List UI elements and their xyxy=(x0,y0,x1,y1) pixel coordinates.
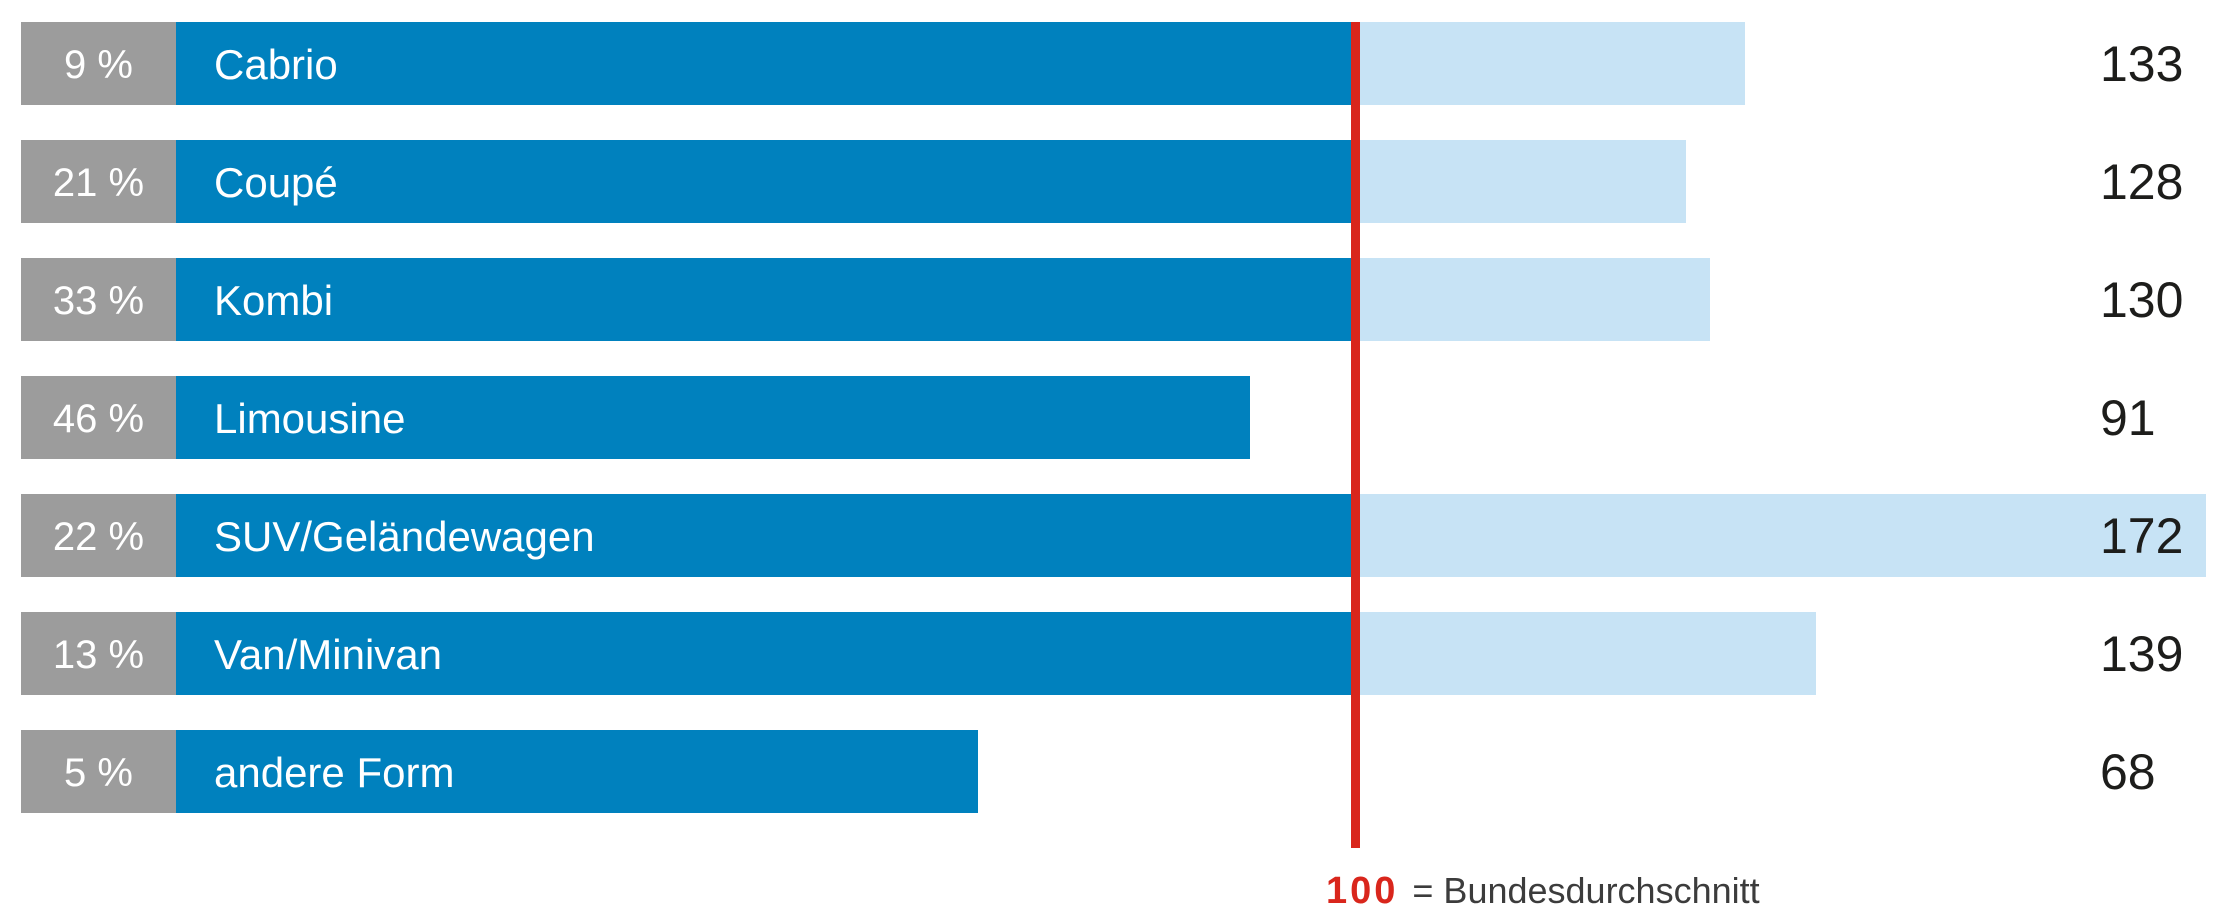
index-bar: Van/Minivan xyxy=(176,612,1356,695)
share-label: 33 % xyxy=(52,278,145,323)
category-label: andere Form xyxy=(214,748,455,796)
share-label: 46 % xyxy=(52,396,145,441)
bar-row: 21 % Coupé 128 xyxy=(0,140,2231,223)
share-label: 22 % xyxy=(52,514,145,559)
index-bar: Coupé xyxy=(176,140,1356,223)
category-label: Cabrio xyxy=(214,40,338,88)
share-badge: 46 % xyxy=(21,376,176,459)
index-value: 68 xyxy=(2100,743,2156,800)
index-value: 172 xyxy=(2100,507,2184,564)
index-bar-overshoot xyxy=(1356,258,1710,341)
index-bar-overshoot xyxy=(1356,494,2206,577)
index-value: 139 xyxy=(2100,625,2184,682)
reference-legend: 100 = Bundesdurchschnitt xyxy=(1326,872,1760,910)
index-bar: Kombi xyxy=(176,258,1356,341)
bar-row: 13 % Van/Minivan 139 xyxy=(0,612,2231,695)
share-badge: 33 % xyxy=(21,258,176,341)
share-badge: 9 % xyxy=(21,22,176,105)
reference-legend-value: 100 xyxy=(1326,870,1399,912)
reference-legend-label: = Bundesdurchschnitt xyxy=(1412,870,1760,911)
share-badge: 21 % xyxy=(21,140,176,223)
category-label: SUV/Geländewagen xyxy=(214,512,595,560)
share-badge: 13 % xyxy=(21,612,176,695)
category-label: Limousine xyxy=(214,394,406,442)
index-value: 133 xyxy=(2100,35,2184,92)
index-bar: SUV/Geländewagen xyxy=(176,494,1356,577)
index-bar: andere Form xyxy=(176,730,979,813)
share-label: 9 % xyxy=(64,42,133,87)
bar-row: 9 % Cabrio 133 xyxy=(0,22,2231,105)
reference-line-100 xyxy=(1351,22,1360,848)
share-badge: 22 % xyxy=(21,494,176,577)
index-value: 91 xyxy=(2100,389,2156,446)
index-value: 128 xyxy=(2100,153,2184,210)
share-label: 21 % xyxy=(52,160,145,205)
category-label: Kombi xyxy=(214,276,334,324)
share-label: 13 % xyxy=(52,632,145,677)
index-bar-overshoot xyxy=(1356,22,1746,105)
bar-row: 33 % Kombi 130 xyxy=(0,258,2231,341)
bar-row: 22 % SUV/Geländewagen 172 xyxy=(0,494,2231,577)
bar-row: 5 % andere Form 68 xyxy=(0,730,2231,813)
index-bar: Cabrio xyxy=(176,22,1356,105)
share-label: 5 % xyxy=(64,750,133,795)
category-label: Coupé xyxy=(214,158,338,206)
index-value: 130 xyxy=(2100,271,2184,328)
share-badge: 5 % xyxy=(21,730,176,813)
bar-row: 46 % Limousine 91 xyxy=(0,376,2231,459)
index-bar: Limousine xyxy=(176,376,1250,459)
category-label: Van/Minivan xyxy=(214,630,443,678)
index-bar-overshoot xyxy=(1356,140,1687,223)
index-bar-overshoot xyxy=(1356,612,1817,695)
